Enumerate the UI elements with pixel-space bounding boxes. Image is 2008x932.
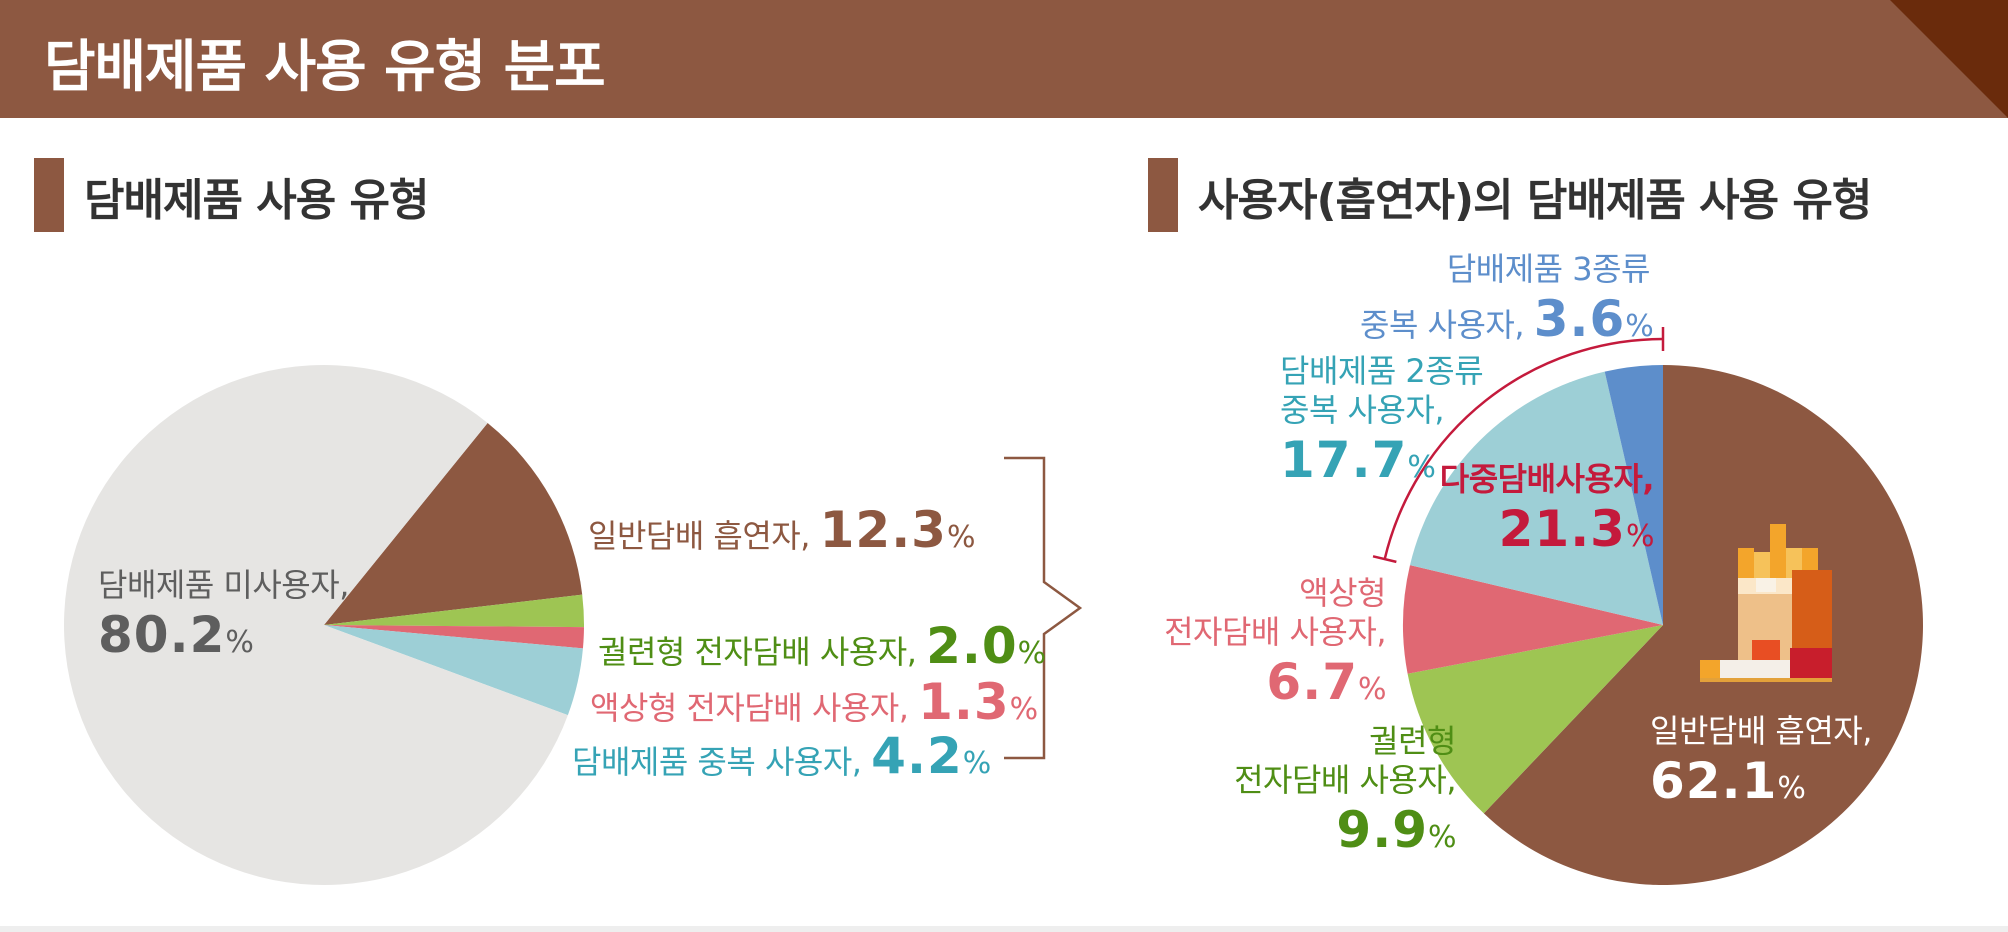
right-slice-1 bbox=[1407, 625, 1663, 814]
left-label-liquid: 액상형 전자담배 사용자, 1.3% bbox=[590, 673, 1038, 731]
arc-tick-bottom bbox=[1372, 555, 1397, 564]
right-slice-0 bbox=[1483, 364, 1923, 885]
right-label-heated: 궐련형 전자담배 사용자, 9.9% bbox=[1234, 722, 1456, 860]
left-bracket bbox=[1004, 456, 1083, 760]
multi-user-arc bbox=[1383, 337, 1664, 560]
left-slice-3 bbox=[324, 625, 583, 716]
right-slice-2 bbox=[1403, 565, 1663, 674]
header-corner-decoration bbox=[1890, 0, 2008, 118]
right-section-marker bbox=[1148, 158, 1178, 232]
right-label-liquid: 액상형 전자담배 사용자, 6.7% bbox=[1164, 574, 1386, 712]
left-label-non-user: 담배제품 미사용자, 80.2% bbox=[98, 566, 349, 665]
header-banner: 담배제품 사용 유형 분포 bbox=[0, 0, 2008, 118]
left-slice-0 bbox=[324, 422, 583, 625]
right-label-cigarette: 일반담배 흡연자, 62.1% bbox=[1650, 712, 1872, 811]
right-label-multi-total: 다중담배사용자, 21.3% bbox=[1439, 460, 1655, 559]
left-section-marker bbox=[34, 158, 64, 232]
right-section-title: 사용자(흡연자)의 담배제품 사용 유형 bbox=[1198, 175, 1872, 226]
left-slice-4 bbox=[64, 364, 568, 886]
left-slice-2 bbox=[324, 625, 584, 649]
left-label-multi: 담배제품 중복 사용자, 4.2% bbox=[572, 727, 991, 785]
right-label-two-kinds: 담배제품 2종류 중복 사용자, 17.7% bbox=[1280, 352, 1484, 490]
right-label-three-kinds: 담배제품 3종류 중복 사용자, 3.6% bbox=[1360, 250, 1654, 349]
cigarette-pack-icon bbox=[1700, 524, 1832, 682]
left-section-title: 담배제품 사용 유형 bbox=[84, 175, 429, 226]
right-slice-4 bbox=[1604, 365, 1663, 625]
right-slice-3 bbox=[1409, 371, 1663, 625]
left-label-heated: 궐련형 전자담배 사용자, 2.0% bbox=[598, 617, 1046, 675]
left-label-cigarette: 일반담배 흡연자, 12.3% bbox=[588, 501, 976, 559]
left-slice-1 bbox=[324, 594, 585, 628]
left-pie-chart bbox=[64, 364, 585, 886]
page-title: 담배제품 사용 유형 분포 bbox=[44, 35, 606, 100]
right-pie-chart bbox=[1403, 364, 1923, 885]
